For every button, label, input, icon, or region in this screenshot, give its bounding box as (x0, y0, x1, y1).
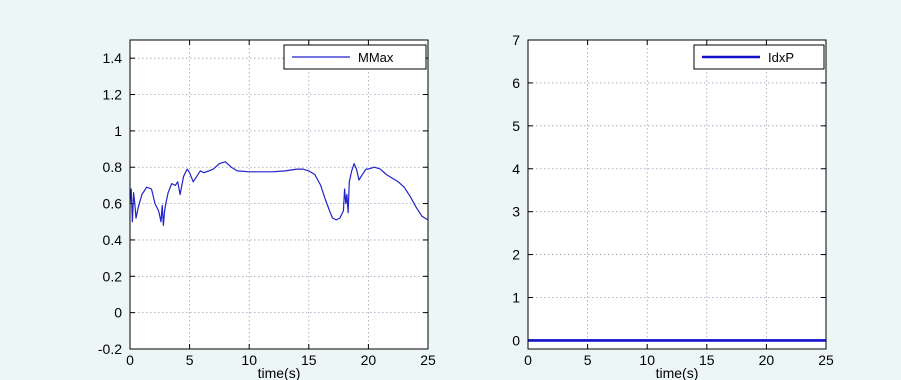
y-tick-label: 5 (512, 118, 520, 134)
plot-area (528, 40, 826, 349)
y-tick-label: 0.8 (103, 159, 123, 175)
y-tick-label: 0.6 (103, 196, 123, 212)
x-tick-label: 15 (699, 352, 715, 368)
x-tick-label: 5 (186, 352, 194, 368)
x-tick-label: 5 (584, 352, 592, 368)
x-tick-label: 10 (639, 352, 655, 368)
chart-mmax: 0 5 10 15 20 25-0.200.20.40.60.811.21.4time(s… (98, 39, 436, 380)
y-tick-label: 1.2 (103, 87, 123, 103)
x-tick-label: 25 (818, 352, 834, 368)
legend-label: MMax (358, 50, 394, 65)
y-tick-label: 2 (512, 247, 520, 263)
x-tick-label: 10 (241, 352, 257, 368)
y-tick-label: 1 (114, 123, 122, 139)
x-tick-label: 0 (126, 352, 134, 368)
y-tick-label: 4 (512, 161, 520, 177)
series-line-mmax (130, 161, 428, 226)
y-tick-label: 7 (512, 32, 520, 48)
chart-idxp: 0 5 10 15 20 25 0 1 2 3 4 5 6 7 time(s) IdxP (512, 32, 834, 380)
y-tick-label: 1.4 (103, 50, 123, 66)
y-tick-label: 0.4 (103, 232, 123, 248)
y-tick-label: -0.2 (98, 341, 122, 357)
y-tick-label: 0 (114, 305, 122, 321)
axes-box (527, 39, 827, 350)
axes-box (129, 39, 429, 350)
x-tick-label: 25 (420, 352, 436, 368)
y-tick-label: 0 (512, 332, 520, 348)
y-tick-label: 0.2 (103, 268, 123, 284)
x-tick-label: 0 (524, 352, 532, 368)
y-tick-label: 1 (512, 290, 520, 306)
plot-area (130, 40, 428, 349)
x-axis-label: time(s) (258, 365, 301, 380)
y-tick-label: 6 (512, 75, 520, 91)
x-tick-label: 20 (361, 352, 377, 368)
y-tick-label: 3 (512, 204, 520, 220)
legend-label: IdxP (768, 50, 794, 65)
x-tick-label: 15 (301, 352, 317, 368)
x-axis-label: time(s) (656, 365, 699, 380)
x-tick-label: 20 (759, 352, 775, 368)
